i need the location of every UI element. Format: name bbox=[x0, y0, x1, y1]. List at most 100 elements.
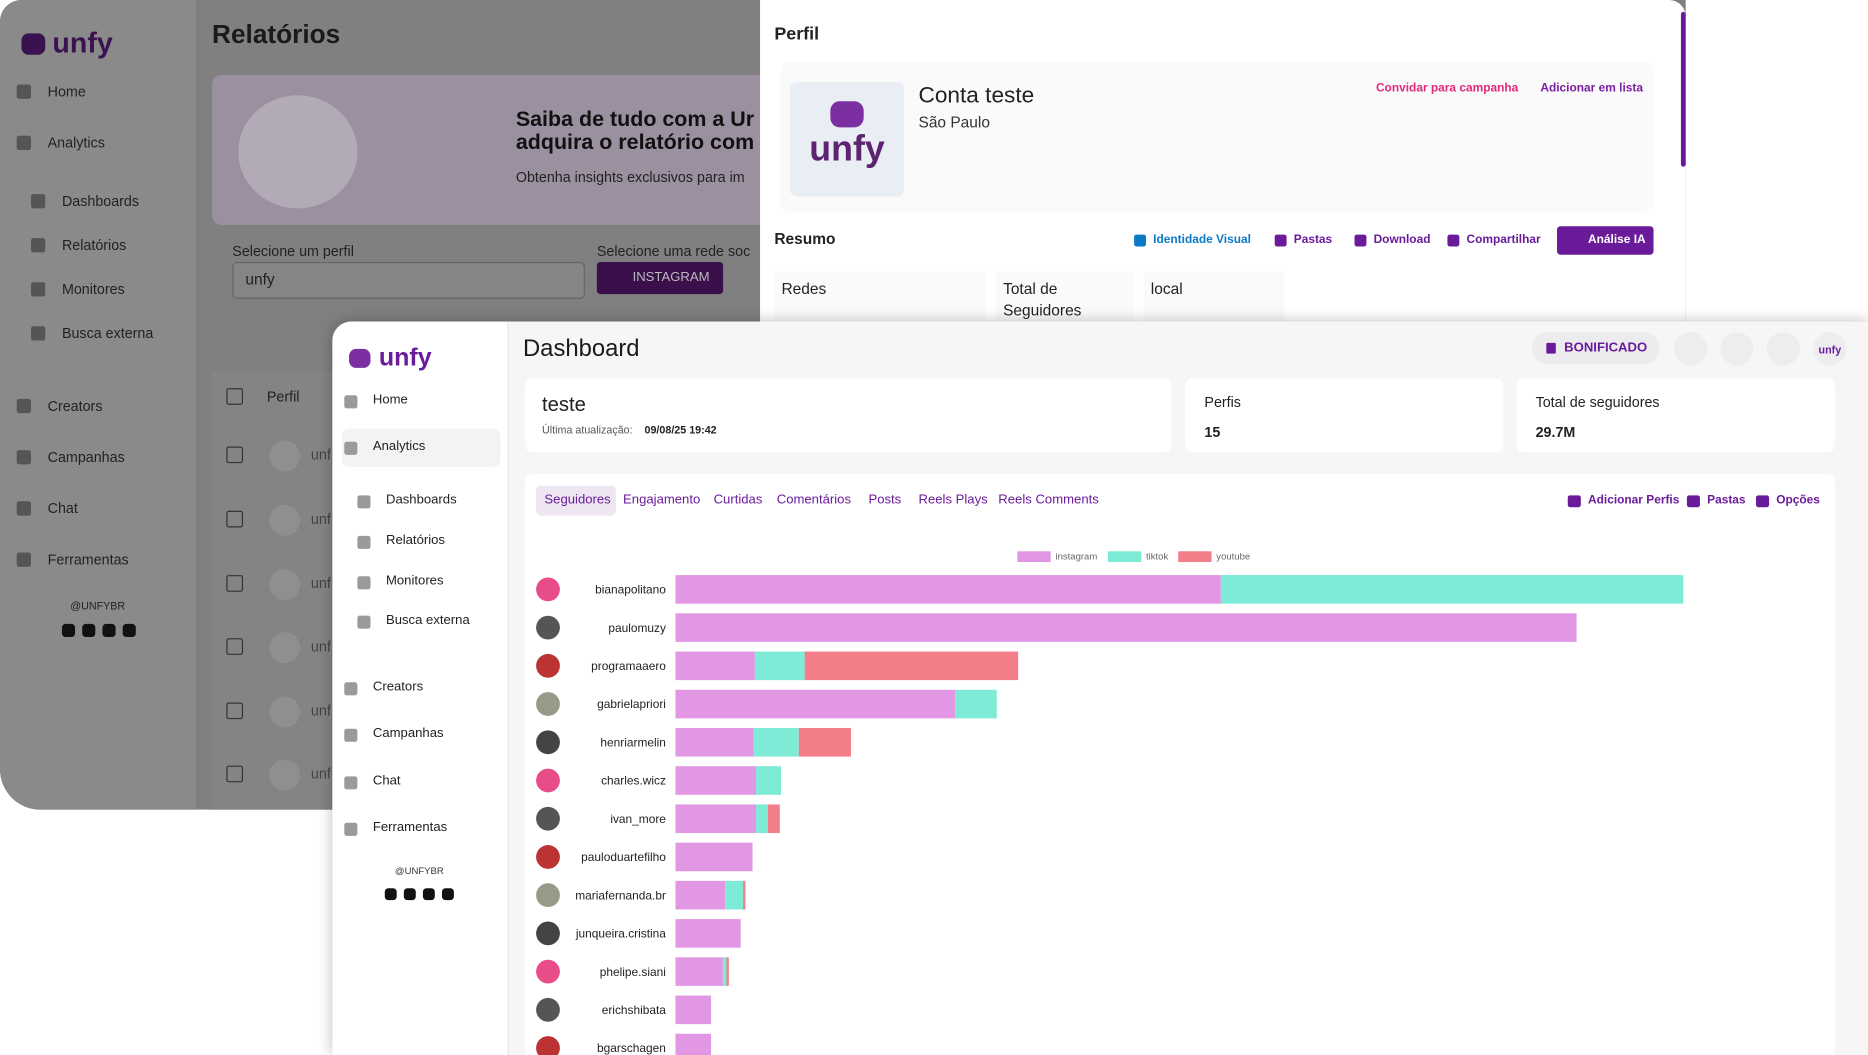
avatar bbox=[1813, 332, 1847, 366]
card-label: Total de seguidores bbox=[1535, 393, 1660, 411]
brand: unfy bbox=[52, 26, 113, 60]
profile-city: São Paulo bbox=[918, 113, 990, 132]
brand-icon bbox=[21, 33, 46, 55]
legend-label: tiktok bbox=[1146, 552, 1168, 563]
sidebar-icon bbox=[344, 822, 358, 836]
sidebar-item[interactable]: Busca externa bbox=[385, 613, 470, 628]
logo-text: unfy bbox=[809, 129, 885, 170]
sidebar-icon bbox=[344, 776, 358, 790]
sidebar-item[interactable]: Home bbox=[372, 393, 408, 408]
category-label: junqueira.cristina bbox=[575, 927, 666, 941]
table-header: Perfil bbox=[266, 387, 300, 405]
tab[interactable]: Reels Plays bbox=[918, 493, 988, 508]
row-text: unf bbox=[310, 446, 331, 463]
card-label: Total de Seguidores bbox=[1003, 279, 1082, 320]
checkbox bbox=[226, 575, 244, 592]
tab[interactable]: Comentários bbox=[776, 493, 852, 508]
category-label: ivan_more bbox=[610, 812, 666, 826]
sidebar-item[interactable]: Creators bbox=[47, 397, 103, 415]
sidebar-item[interactable]: Chat bbox=[47, 499, 78, 517]
avatar bbox=[269, 632, 301, 664]
avatar bbox=[536, 959, 560, 984]
checkbox bbox=[226, 638, 244, 655]
ai-button[interactable] bbox=[1557, 226, 1654, 255]
sidebar-item[interactable]: Chat bbox=[372, 774, 401, 789]
tab[interactable]: Engajamento bbox=[623, 493, 701, 508]
avatar bbox=[536, 653, 560, 678]
sidebar-item[interactable]: Analytics bbox=[372, 439, 426, 455]
sidebar-icon bbox=[344, 728, 358, 742]
card-value: 29.7M bbox=[1535, 423, 1576, 441]
tab[interactable]: Reels Comments bbox=[998, 493, 1099, 508]
icon-button bbox=[1720, 332, 1754, 366]
sidebar-item[interactable]: Home bbox=[47, 83, 86, 100]
sidebar-item[interactable]: Campanhas bbox=[47, 448, 125, 466]
link[interactable]: Adicionar em lista bbox=[1540, 82, 1643, 96]
action[interactable]: Pastas bbox=[1707, 494, 1746, 508]
action[interactable]: Adicionar Perfis bbox=[1588, 494, 1680, 508]
sidebar-item[interactable]: Dashboards bbox=[385, 493, 457, 508]
avatar bbox=[536, 692, 560, 716]
badge-icon bbox=[1546, 342, 1556, 354]
card-label: local bbox=[1150, 280, 1183, 298]
sidebar-item[interactable]: Analytics bbox=[47, 134, 105, 151]
section-title: Resumo bbox=[774, 230, 836, 248]
bar-segment bbox=[675, 766, 757, 795]
avatar bbox=[536, 615, 560, 640]
sidebar-item[interactable]: Relatórios bbox=[385, 533, 445, 549]
bar-segment bbox=[675, 957, 723, 986]
avatar bbox=[536, 1036, 560, 1055]
chart-card bbox=[525, 473, 1835, 1055]
badge[interactable]: BONIFICADO bbox=[1564, 341, 1648, 356]
handle: @UNFYBR bbox=[70, 599, 126, 612]
link[interactable]: Convidar para campanha bbox=[1375, 82, 1519, 96]
tab[interactable]: Seguidores bbox=[544, 493, 611, 508]
category-label: gabrielapriori bbox=[597, 697, 666, 711]
sidebar-item[interactable]: Creators bbox=[372, 680, 424, 695]
bar-segment bbox=[675, 727, 754, 757]
tab-active bbox=[536, 485, 616, 516]
avatar bbox=[536, 577, 560, 602]
field-value: unfy bbox=[245, 270, 275, 289]
category-label: phelipe.siani bbox=[600, 965, 666, 979]
action[interactable]: Opções bbox=[1776, 494, 1820, 508]
sidebar-item[interactable]: Ferramentas bbox=[47, 551, 129, 568]
action[interactable]: Pastas bbox=[1293, 233, 1333, 247]
social-icon bbox=[102, 623, 116, 638]
sidebar-item[interactable]: Dashboards bbox=[61, 192, 140, 210]
social-icon bbox=[422, 888, 435, 901]
handle: @UNFYBR bbox=[394, 865, 444, 877]
sidebar-item[interactable]: Ferramentas bbox=[372, 820, 448, 836]
summary-card bbox=[995, 271, 1135, 322]
row-text: unf bbox=[310, 765, 331, 783]
bar-segment bbox=[675, 651, 755, 681]
bar-segment bbox=[675, 613, 1577, 642]
bar-segment bbox=[722, 957, 727, 986]
sidebar-item[interactable]: Relatórios bbox=[61, 236, 127, 254]
bar-segment bbox=[767, 804, 780, 834]
action[interactable]: Análise IA bbox=[1588, 233, 1646, 247]
instagram-button[interactable] bbox=[596, 261, 724, 295]
action[interactable]: Download bbox=[1373, 233, 1431, 247]
tab[interactable]: Curtidas bbox=[713, 493, 763, 508]
row-text: unf bbox=[310, 574, 331, 592]
action[interactable]: Compartilhar bbox=[1466, 233, 1541, 247]
sidebar-item[interactable]: Busca externa bbox=[61, 324, 154, 342]
button-label[interactable]: INSTAGRAM bbox=[632, 270, 710, 286]
bar-segment bbox=[754, 651, 805, 681]
logo-icon bbox=[830, 101, 864, 128]
bar-segment bbox=[675, 689, 956, 719]
tab[interactable]: Posts bbox=[868, 493, 902, 508]
sidebar-item[interactable]: Campanhas bbox=[372, 726, 444, 742]
bar-segment bbox=[675, 919, 741, 948]
sidebar-icon bbox=[16, 450, 31, 465]
bar-segment bbox=[753, 727, 799, 757]
sidebar-item[interactable]: Monitores bbox=[385, 574, 444, 589]
icon-button bbox=[1766, 332, 1801, 366]
avatar bbox=[269, 569, 301, 601]
avatar-text: unfy bbox=[1818, 343, 1842, 356]
profile-select[interactable] bbox=[232, 261, 585, 299]
sidebar-item[interactable]: Monitores bbox=[61, 280, 125, 298]
action[interactable]: Identidade Visual bbox=[1153, 233, 1251, 247]
